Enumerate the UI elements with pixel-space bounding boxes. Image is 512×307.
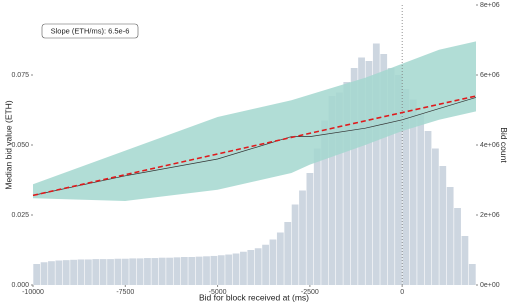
histogram-bar bbox=[424, 131, 432, 285]
annotation-box bbox=[41, 23, 139, 39]
histogram-bar bbox=[365, 61, 373, 285]
histogram-bar bbox=[33, 264, 41, 285]
histogram-bar bbox=[188, 257, 196, 285]
x-tick-label: -10000 bbox=[22, 289, 44, 296]
histogram-bar bbox=[254, 248, 262, 285]
y-tick-label: 0.075 bbox=[11, 72, 29, 79]
x-tick-label: -7500 bbox=[116, 289, 134, 296]
histogram-bar bbox=[454, 208, 461, 285]
histogram-bar bbox=[343, 82, 351, 285]
histogram-bar bbox=[321, 120, 329, 285]
x-axis-title: Bid for block received at (ms) bbox=[199, 292, 309, 302]
histogram-bar bbox=[114, 258, 122, 285]
y2-tick-label: 4e+06 bbox=[480, 142, 500, 149]
histogram-bar bbox=[417, 113, 425, 285]
histogram-bar bbox=[210, 255, 218, 285]
histogram-bar bbox=[269, 239, 277, 285]
y2-tick-label: 8e+06 bbox=[480, 2, 500, 9]
histogram-bar bbox=[166, 257, 173, 285]
histogram-bar bbox=[402, 89, 410, 285]
histogram-bar bbox=[151, 258, 159, 285]
histogram-bar bbox=[225, 254, 233, 285]
histogram-bar bbox=[336, 92, 343, 285]
y2-tick-label: 2e+06 bbox=[480, 212, 500, 219]
histogram-bar bbox=[48, 261, 55, 285]
histogram-bar bbox=[446, 187, 454, 285]
histogram-bar bbox=[173, 257, 181, 285]
histogram-bar bbox=[372, 43, 380, 285]
histogram-bar bbox=[203, 256, 210, 285]
histogram-bar bbox=[350, 68, 358, 285]
histogram-bar bbox=[313, 148, 321, 285]
histogram-bar bbox=[306, 173, 314, 285]
histogram-bar bbox=[158, 257, 166, 285]
histogram-bar bbox=[129, 258, 137, 285]
histogram-bar bbox=[461, 236, 469, 285]
histogram-bar bbox=[92, 259, 100, 285]
y-axis-title: Median bid value (ETH) bbox=[3, 100, 13, 189]
histogram-bar bbox=[284, 222, 292, 285]
confidence-band bbox=[33, 41, 476, 202]
histogram-bar bbox=[328, 96, 336, 285]
median-line bbox=[32, 97, 477, 196]
histogram-bar bbox=[299, 190, 306, 285]
histogram-bar bbox=[107, 259, 114, 285]
histogram-bar bbox=[144, 258, 151, 285]
histogram-bar bbox=[99, 259, 107, 285]
histogram-bar bbox=[55, 260, 63, 285]
x-tick-label: -5000 bbox=[209, 289, 227, 296]
histogram-bar bbox=[77, 259, 85, 285]
histogram-bar bbox=[276, 232, 284, 285]
histogram-bar bbox=[468, 264, 476, 285]
y2-axis-title: Bid count bbox=[499, 127, 509, 163]
regression-line bbox=[32, 95, 477, 197]
y-tick-label: 0.050 bbox=[11, 142, 29, 149]
y2-tick-label: 0e+00 bbox=[480, 282, 500, 289]
histogram-bar bbox=[62, 260, 70, 285]
y-tick-label: 0.025 bbox=[11, 212, 29, 219]
histogram-bar bbox=[262, 244, 269, 285]
histogram-bar bbox=[232, 253, 240, 285]
histogram-bar bbox=[121, 258, 129, 285]
histogram-bar bbox=[358, 57, 365, 285]
histogram-bar bbox=[217, 255, 225, 285]
histogram-bar bbox=[84, 259, 92, 285]
y2-tick-label: 6e+06 bbox=[480, 72, 500, 79]
histogram-bar bbox=[395, 75, 402, 285]
annotation: Slope (ETH/ms): 6.5e-6 bbox=[51, 26, 130, 35]
histogram-bar bbox=[240, 251, 247, 285]
histogram-bar bbox=[380, 54, 388, 285]
x-tick-label: -2500 bbox=[301, 289, 319, 296]
histogram-bar bbox=[432, 148, 439, 285]
histogram-bar bbox=[70, 259, 77, 285]
histogram-bar bbox=[387, 68, 395, 285]
y-tick-label: 0.000 bbox=[11, 282, 29, 289]
histogram-bar bbox=[439, 166, 447, 285]
x-tick-label: 0 bbox=[400, 289, 404, 296]
histogram-bar bbox=[409, 99, 417, 285]
histogram-bar bbox=[247, 250, 255, 285]
histogram-bar bbox=[195, 256, 203, 285]
histogram-bar bbox=[180, 257, 188, 285]
histogram-bar bbox=[136, 258, 144, 285]
histogram-bar bbox=[291, 204, 299, 285]
histogram-bar bbox=[40, 262, 48, 285]
